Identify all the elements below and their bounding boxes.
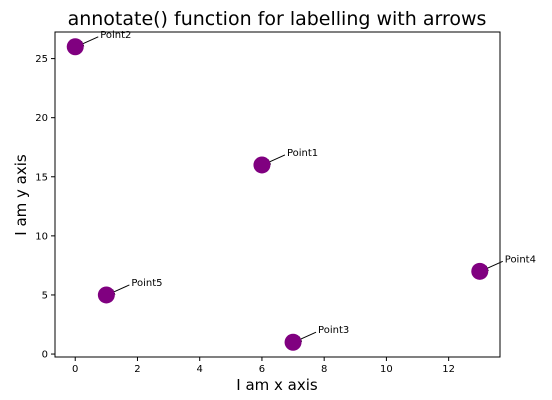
data-points xyxy=(66,38,489,351)
x-tick-label: 6 xyxy=(259,364,265,375)
x-tick-label: 0 xyxy=(72,364,78,375)
x-tick-label: 12 xyxy=(442,364,455,375)
data-point xyxy=(284,333,302,351)
annotation-label: Point1 xyxy=(287,148,318,159)
data-point xyxy=(253,156,271,174)
x-axis-label: I am x axis xyxy=(236,376,318,394)
annotation-label: Point2 xyxy=(100,30,131,41)
y-tick-label: 20 xyxy=(35,113,48,124)
data-point xyxy=(97,286,115,304)
data-point xyxy=(471,262,489,280)
annotation-label: Point5 xyxy=(131,278,162,289)
y-tick-label: 0 xyxy=(42,350,48,361)
y-tick-label: 25 xyxy=(35,54,48,65)
y-axis-ticks: 0 5 10 15 20 25 xyxy=(35,54,55,361)
plot-area xyxy=(54,31,501,358)
annotation-label: Point4 xyxy=(505,254,536,265)
x-tick-label: 2 xyxy=(134,364,140,375)
y-axis-label: I am y axis xyxy=(12,154,30,236)
annotation-label: Point3 xyxy=(318,325,349,336)
y-tick-label: 5 xyxy=(42,290,48,301)
x-tick-label: 8 xyxy=(321,364,327,375)
y-tick-label: 15 xyxy=(35,172,48,183)
data-point xyxy=(66,38,84,56)
x-axis-ticks: 0 2 4 6 8 10 12 xyxy=(72,357,455,375)
chart-title: annotate() function for labelling with a… xyxy=(68,8,487,30)
x-tick-label: 10 xyxy=(380,364,393,375)
x-tick-label: 4 xyxy=(197,364,203,375)
y-tick-label: 10 xyxy=(35,231,48,242)
